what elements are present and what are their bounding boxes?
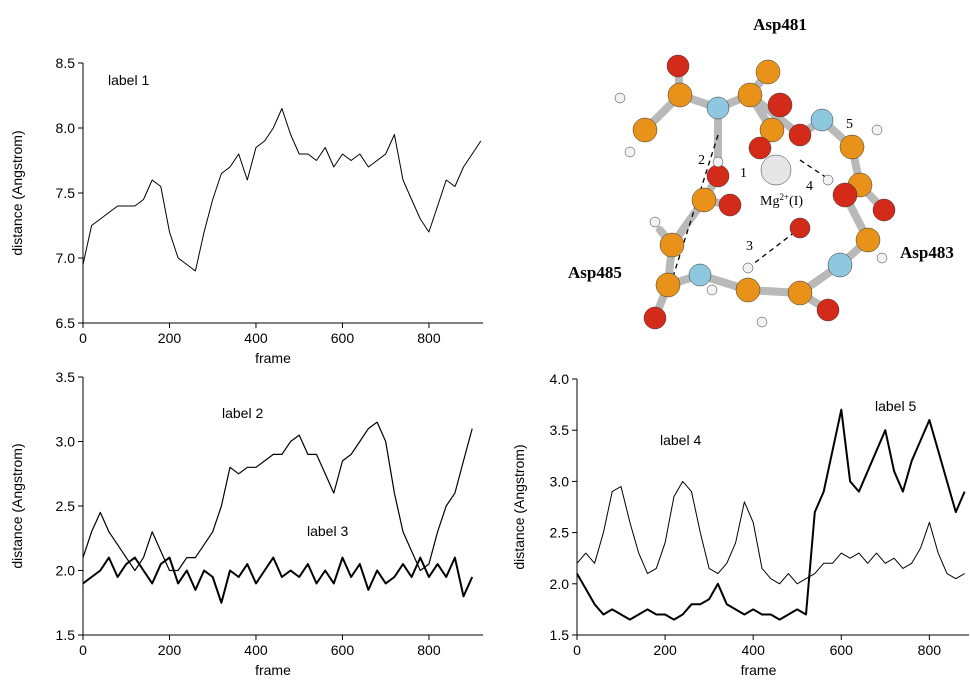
y-axis-label: distance (Angstrom) [511,444,527,569]
x-axis-label: frame [741,662,777,678]
distance-label: 2 [698,153,705,168]
y-tick-label: 3.5 [550,422,570,438]
residue-label: Asp485 [568,263,622,282]
x-axis-label: frame [255,662,291,678]
y-tick-label: 2.5 [550,525,570,541]
y-tick-label: 7.5 [56,185,76,201]
y-tick-label: 2.0 [550,576,570,592]
residue-label: Asp483 [900,243,954,262]
x-tick-label: 400 [244,642,268,658]
x-tick-label: 600 [331,642,355,658]
data-line [576,408,966,621]
data-line [576,480,965,585]
ion-label: Mg2+(I) [760,192,803,209]
y-tick-label: 3.0 [550,473,570,489]
data-line [82,108,482,272]
x-tick-label: 600 [830,642,854,658]
distance-label: 3 [746,239,753,254]
x-tick-label: 800 [417,330,441,346]
y-tick-label: 3.0 [56,434,76,450]
distance-label: 4 [806,179,813,194]
annotation: label 4 [660,432,701,448]
y-tick-label: 1.5 [56,627,76,643]
y-tick-label: 8.0 [56,120,76,136]
annotation: label 1 [108,72,149,88]
x-axis-label: frame [255,350,291,366]
ion-site: (I) [789,194,803,209]
y-tick-label: 4.0 [550,371,570,387]
annotation: label 2 [222,405,263,421]
x-tick-label: 200 [158,330,182,346]
annotation: label 3 [307,523,348,539]
y-tick-label: 2.5 [56,498,76,514]
y-tick-label: 8.5 [56,55,76,71]
distance-label: 5 [846,117,853,132]
ion-base: Mg [760,194,779,209]
x-tick-label: 200 [653,642,677,658]
y-axis-label: distance (Angstrom) [9,130,25,255]
x-tick-label: 400 [244,330,268,346]
molecule-diagram: Asp481 Asp483 Asp485 1 2 3 4 5 Mg2+(I) [568,15,954,330]
y-axis-label: distance (Angstrom) [9,443,25,568]
annotation: label 5 [875,398,916,414]
ion-charge: 2+ [779,192,789,202]
y-tick-label: 7.0 [56,250,76,266]
x-tick-label: 800 [417,642,441,658]
residue-label: Asp481 [753,15,807,34]
atoms [614,54,896,330]
x-tick-label: 0 [79,330,87,346]
y-tick-label: 1.5 [550,627,570,643]
x-tick-label: 0 [79,642,87,658]
y-tick-label: 6.5 [56,315,76,331]
distance-label: 1 [740,166,747,181]
data-line [82,556,474,604]
x-tick-label: 400 [742,642,766,658]
data-line [82,421,473,572]
x-tick-label: 800 [918,642,942,658]
y-tick-label: 3.5 [56,369,76,385]
x-tick-label: 600 [331,330,355,346]
y-tick-label: 2.0 [56,563,76,579]
x-tick-label: 0 [573,642,581,658]
x-tick-label: 200 [158,642,182,658]
